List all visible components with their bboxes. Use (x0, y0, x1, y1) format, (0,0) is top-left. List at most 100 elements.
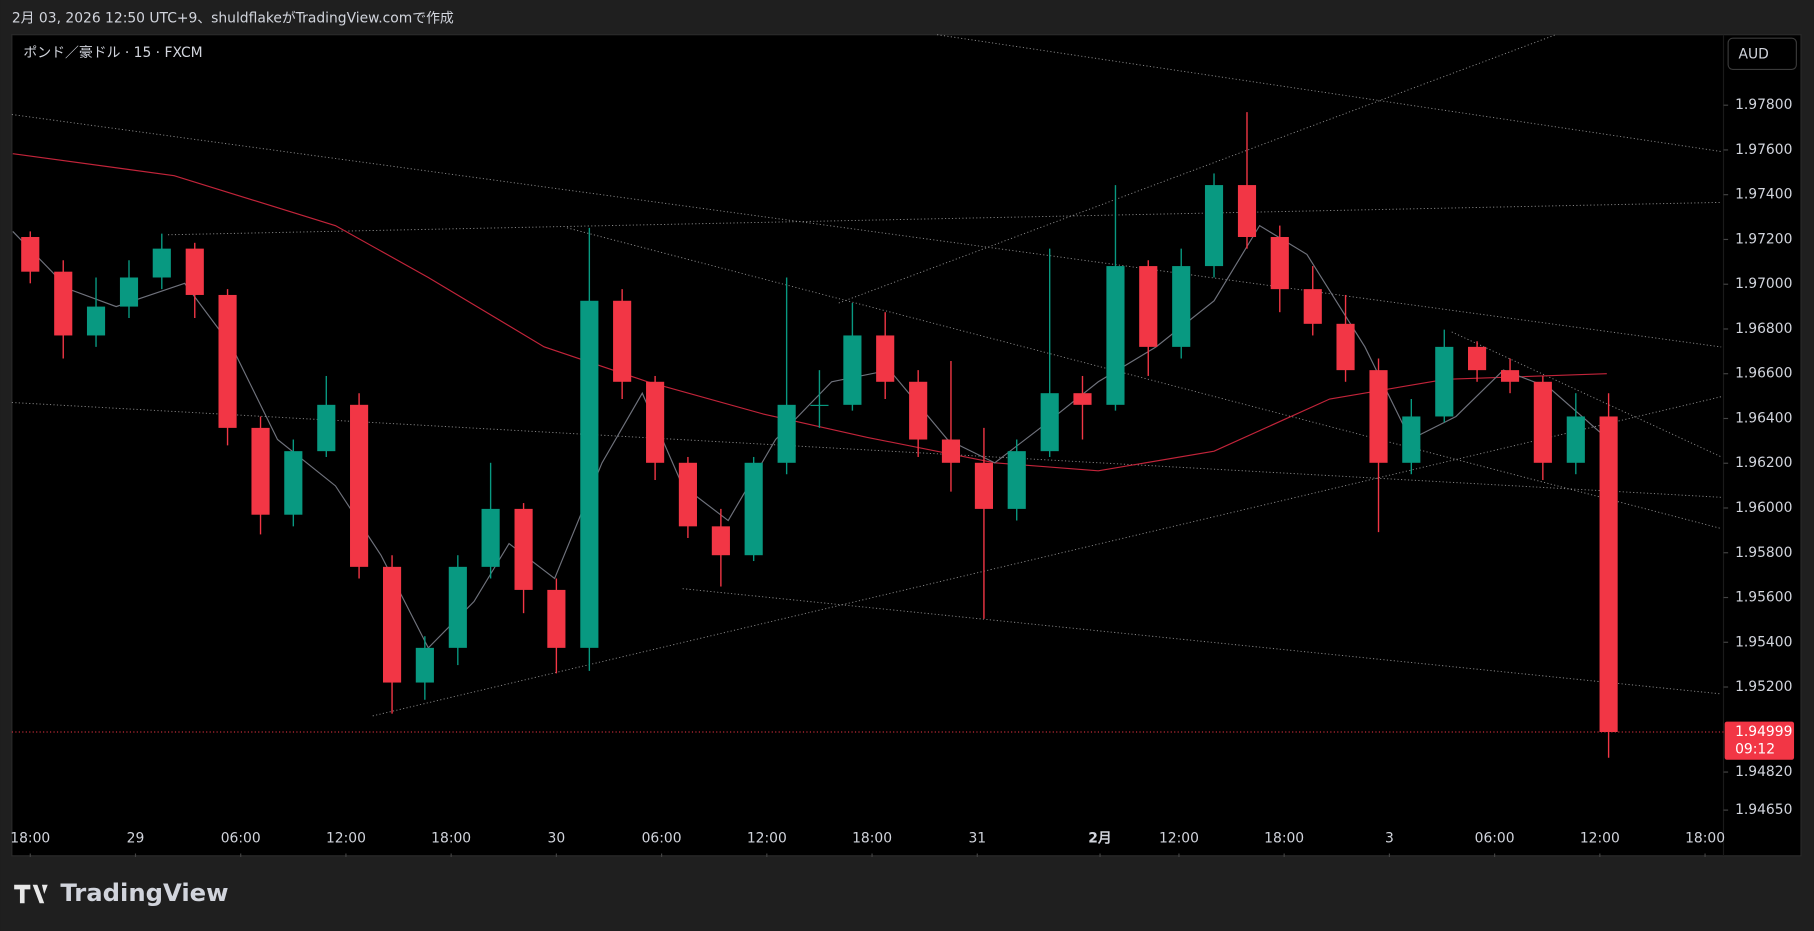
candle-body (415, 647, 434, 683)
symbol-title: ポンド／豪ドル · 15 · FXCM (23, 45, 202, 61)
x-tick-label: 18:00 (10, 830, 50, 846)
y-tick-label: 1.97200 (1735, 231, 1792, 247)
y-tick-label: 1.94650 (1735, 802, 1792, 818)
x-tick-label: 06:00 (221, 830, 261, 846)
candle-body (777, 404, 796, 463)
y-tick-label: 1.95600 (1735, 590, 1792, 606)
x-tick-label: 18:00 (1685, 830, 1725, 846)
x-tick-label: 29 (127, 830, 145, 846)
x-tick-label: 18:00 (1264, 830, 1304, 846)
candle-body (1369, 370, 1388, 463)
candle-body (843, 335, 862, 405)
candle-body (1270, 236, 1289, 290)
candle-body (1237, 185, 1257, 237)
candle-body (317, 404, 336, 452)
y-tick-label: 1.97800 (1735, 97, 1792, 113)
x-tick-label: 18:00 (431, 830, 471, 846)
trend-line (937, 34, 1722, 152)
x-tick-label: 3 (1385, 830, 1394, 846)
candle-body (448, 566, 467, 648)
x-tick-label: 2月 (1088, 830, 1112, 846)
candle-body (678, 462, 697, 527)
candle-body (54, 271, 73, 336)
logo-icon (14, 884, 48, 904)
candle-body (1007, 451, 1026, 509)
candle-body (1204, 185, 1224, 267)
trend-line (1451, 331, 1722, 458)
candle-body (21, 236, 40, 272)
candle-body (481, 508, 500, 567)
currency-button[interactable] (1727, 37, 1797, 70)
header-caption: 2月 03, 2026 12:50 UTC+9、shuldflakeがTradi… (12, 11, 454, 27)
x-tick-label: 31 (968, 830, 986, 846)
candle-body (86, 306, 106, 336)
currency-label[interactable]: AUD (1739, 46, 1769, 62)
candle-body (1139, 266, 1158, 347)
trend-lines (11, 34, 1722, 717)
y-tick-label: 1.96400 (1735, 410, 1792, 426)
candles (21, 112, 1618, 758)
candle-body (974, 462, 993, 509)
candle-body (251, 427, 270, 515)
x-tick-label: 12:00 (747, 830, 787, 846)
y-tick-label: 1.97400 (1735, 187, 1792, 203)
candle-body (1106, 266, 1125, 405)
candle-body (613, 300, 632, 382)
y-tick-label: 1.95400 (1735, 634, 1792, 650)
candle-body (1040, 393, 1059, 452)
candle-body (909, 381, 928, 440)
y-tick-label: 1.94820 (1735, 764, 1792, 780)
candle-body (1435, 346, 1454, 417)
candle-body (646, 381, 665, 463)
candle-body (514, 508, 533, 590)
candle-body (547, 589, 566, 648)
last-price-badge (1724, 721, 1795, 760)
candle-body (1500, 370, 1520, 382)
x-tick-label: 12:00 (326, 830, 366, 846)
candle-body (711, 526, 730, 556)
trend-line (838, 34, 1556, 304)
y-tick-label: 1.96800 (1735, 321, 1792, 337)
y-tick-label: 1.96600 (1735, 366, 1792, 382)
y-tick-label: 1.96000 (1735, 500, 1792, 516)
candle-body (152, 248, 171, 278)
y-tick-label: 1.96200 (1735, 455, 1792, 471)
candle-body (810, 404, 829, 406)
x-tick-label: 18:00 (852, 830, 892, 846)
candle-body (1533, 381, 1552, 463)
candle-body (284, 451, 303, 515)
candle-body (876, 335, 895, 382)
candle-body (1402, 416, 1421, 463)
candle-body (1468, 346, 1487, 371)
trend-line (11, 402, 1722, 498)
trend-line (682, 588, 1722, 695)
brand-name: TradingView (60, 878, 228, 907)
x-tick-label: 12:00 (1159, 830, 1199, 846)
candle-body (1566, 416, 1585, 463)
candle-body (119, 277, 139, 307)
candle-body (218, 294, 237, 428)
moving-average-line (12, 153, 1607, 472)
y-tick-label: 1.95800 (1735, 545, 1792, 561)
trend-line (167, 201, 1722, 236)
candle-body (580, 300, 599, 648)
brand-logo: TradingView (14, 878, 229, 907)
bar-countdown: 09:12 (1735, 741, 1775, 757)
candle-body (744, 462, 763, 556)
y-tick-label: 1.97000 (1735, 276, 1792, 292)
candle-body (1172, 266, 1191, 347)
candle-body (1073, 393, 1092, 405)
candle-body (1336, 323, 1355, 371)
candle-body (382, 566, 402, 683)
trend-line (566, 227, 1722, 529)
x-tick-label: 30 (548, 830, 566, 846)
x-tick-label: 06:00 (1475, 830, 1515, 846)
y-tick-label: 1.95200 (1735, 679, 1792, 695)
candle-body (1303, 289, 1322, 324)
candle-body (185, 248, 204, 295)
candle-body (1599, 416, 1618, 732)
last-price-label: 1.94999 (1735, 724, 1792, 740)
candle-body (350, 404, 369, 567)
